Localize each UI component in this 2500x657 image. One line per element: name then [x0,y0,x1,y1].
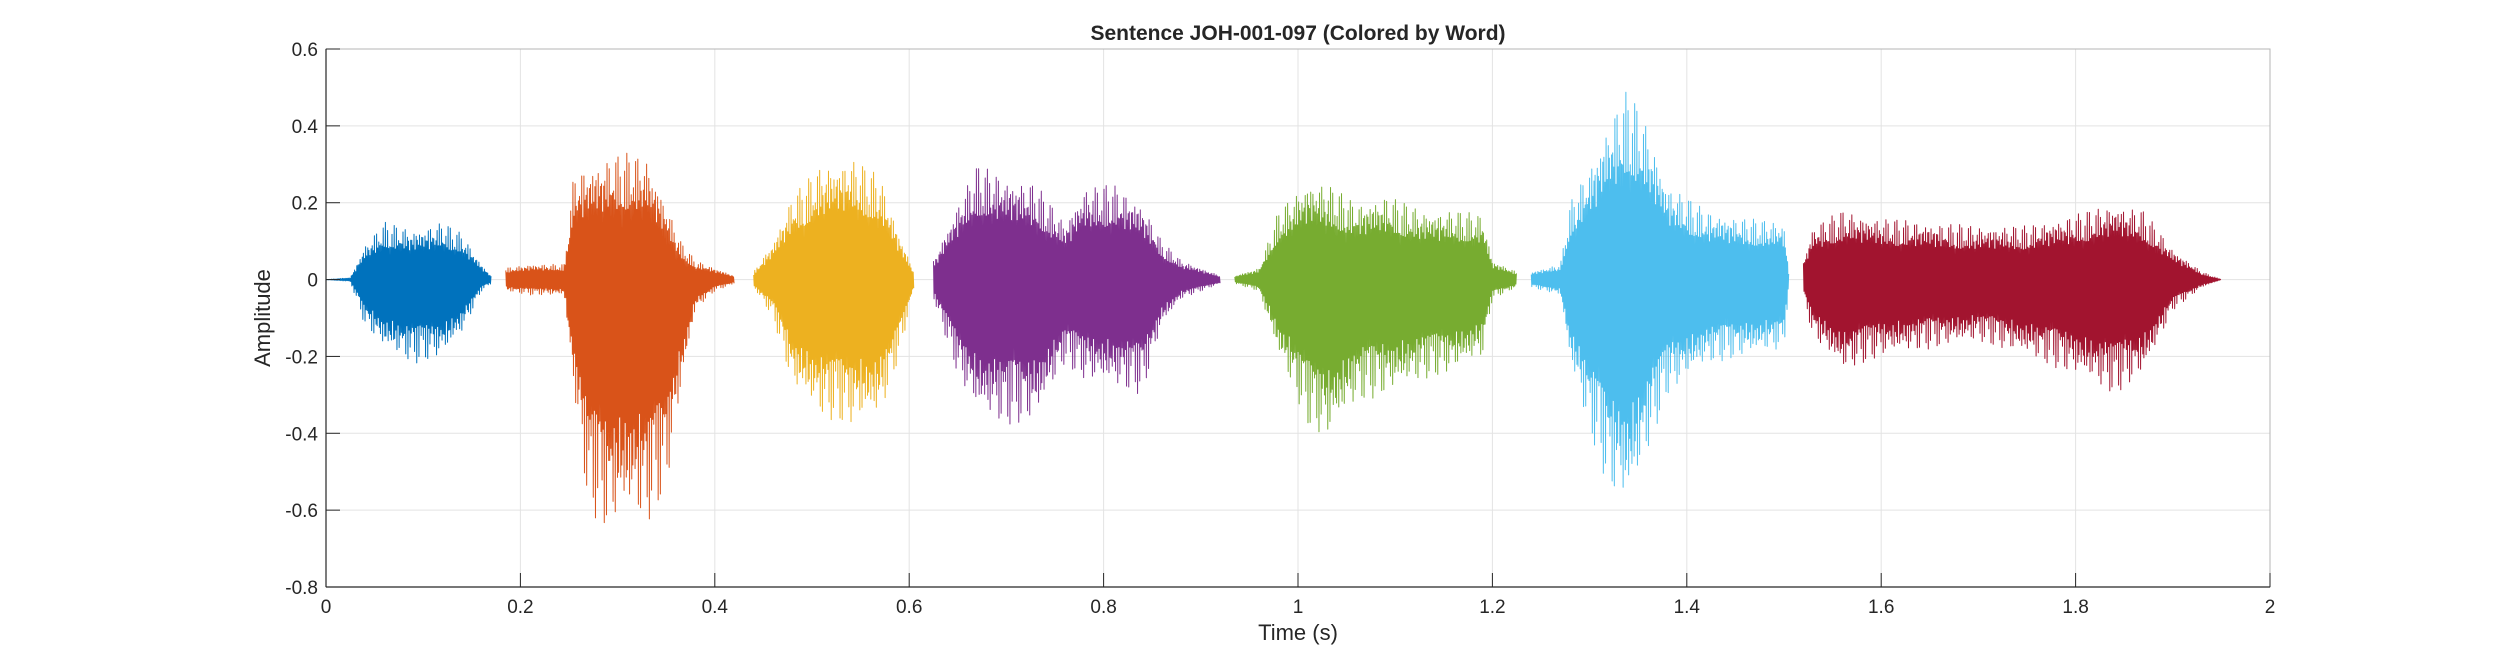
chart-title: Sentence JOH-001-097 (Colored by Word) [1090,22,1505,45]
x-tick-label: 0.8 [1090,597,1116,618]
x-tick-label: 1.6 [1868,597,1894,618]
waveform-segment-4 [933,168,1221,425]
waveform-segment-3 [753,161,915,423]
waveform-segments [325,91,2222,524]
x-tick-label: 0 [321,597,332,618]
y-tick-label: 0.4 [292,117,319,138]
waveform-segment-1 [325,221,492,364]
waveform-segment-7 [1802,208,2222,392]
y-tick-label: 0.2 [292,194,318,215]
y-axis-label: Amplitude [250,269,275,367]
waveform-segment-6 [1530,91,1790,488]
x-tick-label: 2 [2265,597,2276,618]
x-tick-label: 1.2 [1479,597,1505,618]
y-tick-label: 0.6 [292,40,318,61]
y-tick-label: -0.6 [285,501,318,522]
axes [325,48,2271,588]
x-tick-label: 0.4 [702,597,729,618]
x-tick-label: 1.4 [1674,597,1701,618]
waveform-segment-5 [1234,186,1517,433]
waveform-segment-2 [505,152,735,524]
x-tick-label: 1.8 [2062,597,2088,618]
y-tick-label: -0.2 [285,347,318,368]
x-axis-label: Time (s) [1258,620,1338,645]
tick-labels: 0 0.2 0.4 0.6 0.8 1 1.2 1.4 1.6 1.8 2 -0.8 -0.6 -0.4 -… [285,40,2275,618]
x-tick-label: 0.6 [896,597,922,618]
y-tick-label: -0.8 [285,578,318,599]
y-tick-label: 0 [307,271,318,292]
x-tick-label: 1 [1293,597,1304,618]
y-tick-label: -0.4 [285,424,318,445]
x-tick-label: 0.2 [507,597,533,618]
